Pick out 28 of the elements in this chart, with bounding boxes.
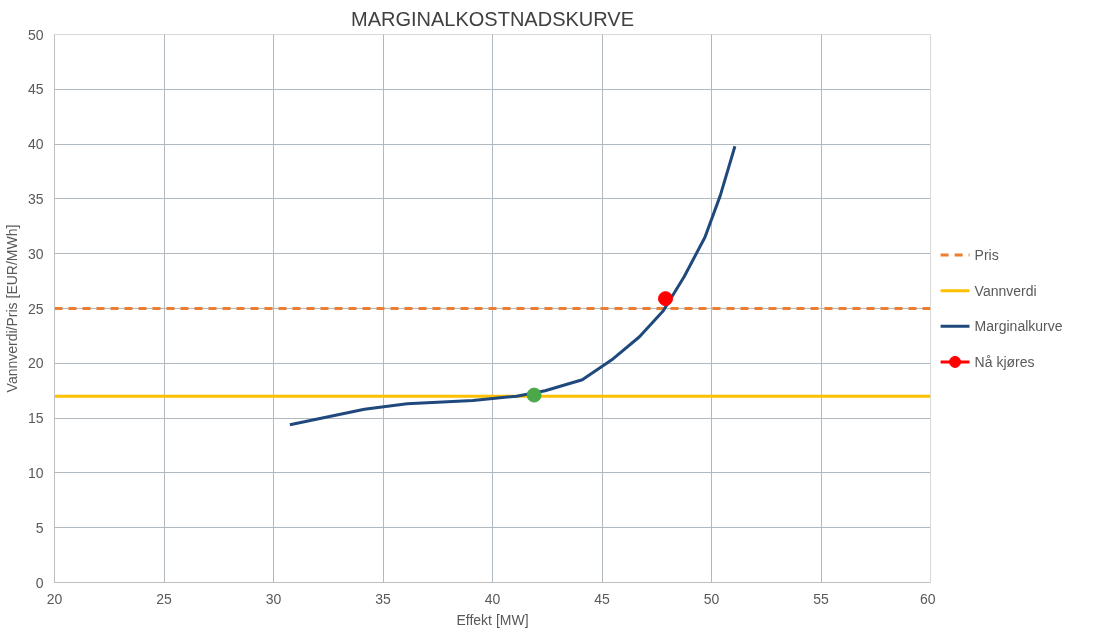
x-axis-title: Effekt [MW] xyxy=(456,611,529,628)
x-tick-label: 30 xyxy=(265,590,282,607)
x-tick-label: 55 xyxy=(813,590,829,607)
y-axis-title: Vannverdi/Pris [EUR/MWh] xyxy=(3,224,20,393)
y-tick-label: 30 xyxy=(27,245,44,262)
legend-label: Nå kjøres xyxy=(974,353,1035,370)
y-tick-label: 50 xyxy=(27,26,44,43)
x-tick-label: 25 xyxy=(156,590,172,607)
line-series xyxy=(288,144,737,427)
y-tick-label: 45 xyxy=(27,81,44,98)
y-tick-label: 15 xyxy=(27,410,44,427)
x-tick-label: 20 xyxy=(46,590,63,607)
x-tick-label: 60 xyxy=(919,590,936,607)
y-tick-label: 5 xyxy=(35,519,44,536)
x-tick-label: 50 xyxy=(703,590,720,607)
y-tick-label: 40 xyxy=(27,136,44,153)
legend-label: Marginalkurve xyxy=(974,318,1063,335)
legend-label: Pris xyxy=(974,247,999,264)
y-tick-label: 0 xyxy=(35,574,44,591)
y-tick-label: 20 xyxy=(27,355,44,372)
x-tick-label: 40 xyxy=(484,590,501,607)
chart-title: MARGINALKOSTNADSKURVE xyxy=(350,7,635,30)
x-tick-label: 45 xyxy=(594,590,610,607)
legend-label: Vannverdi xyxy=(974,282,1037,299)
x-tick-label: 35 xyxy=(375,590,391,607)
y-tick-label: 35 xyxy=(27,190,44,207)
y-tick-label: 25 xyxy=(27,300,44,317)
y-tick-label: 10 xyxy=(27,464,44,481)
